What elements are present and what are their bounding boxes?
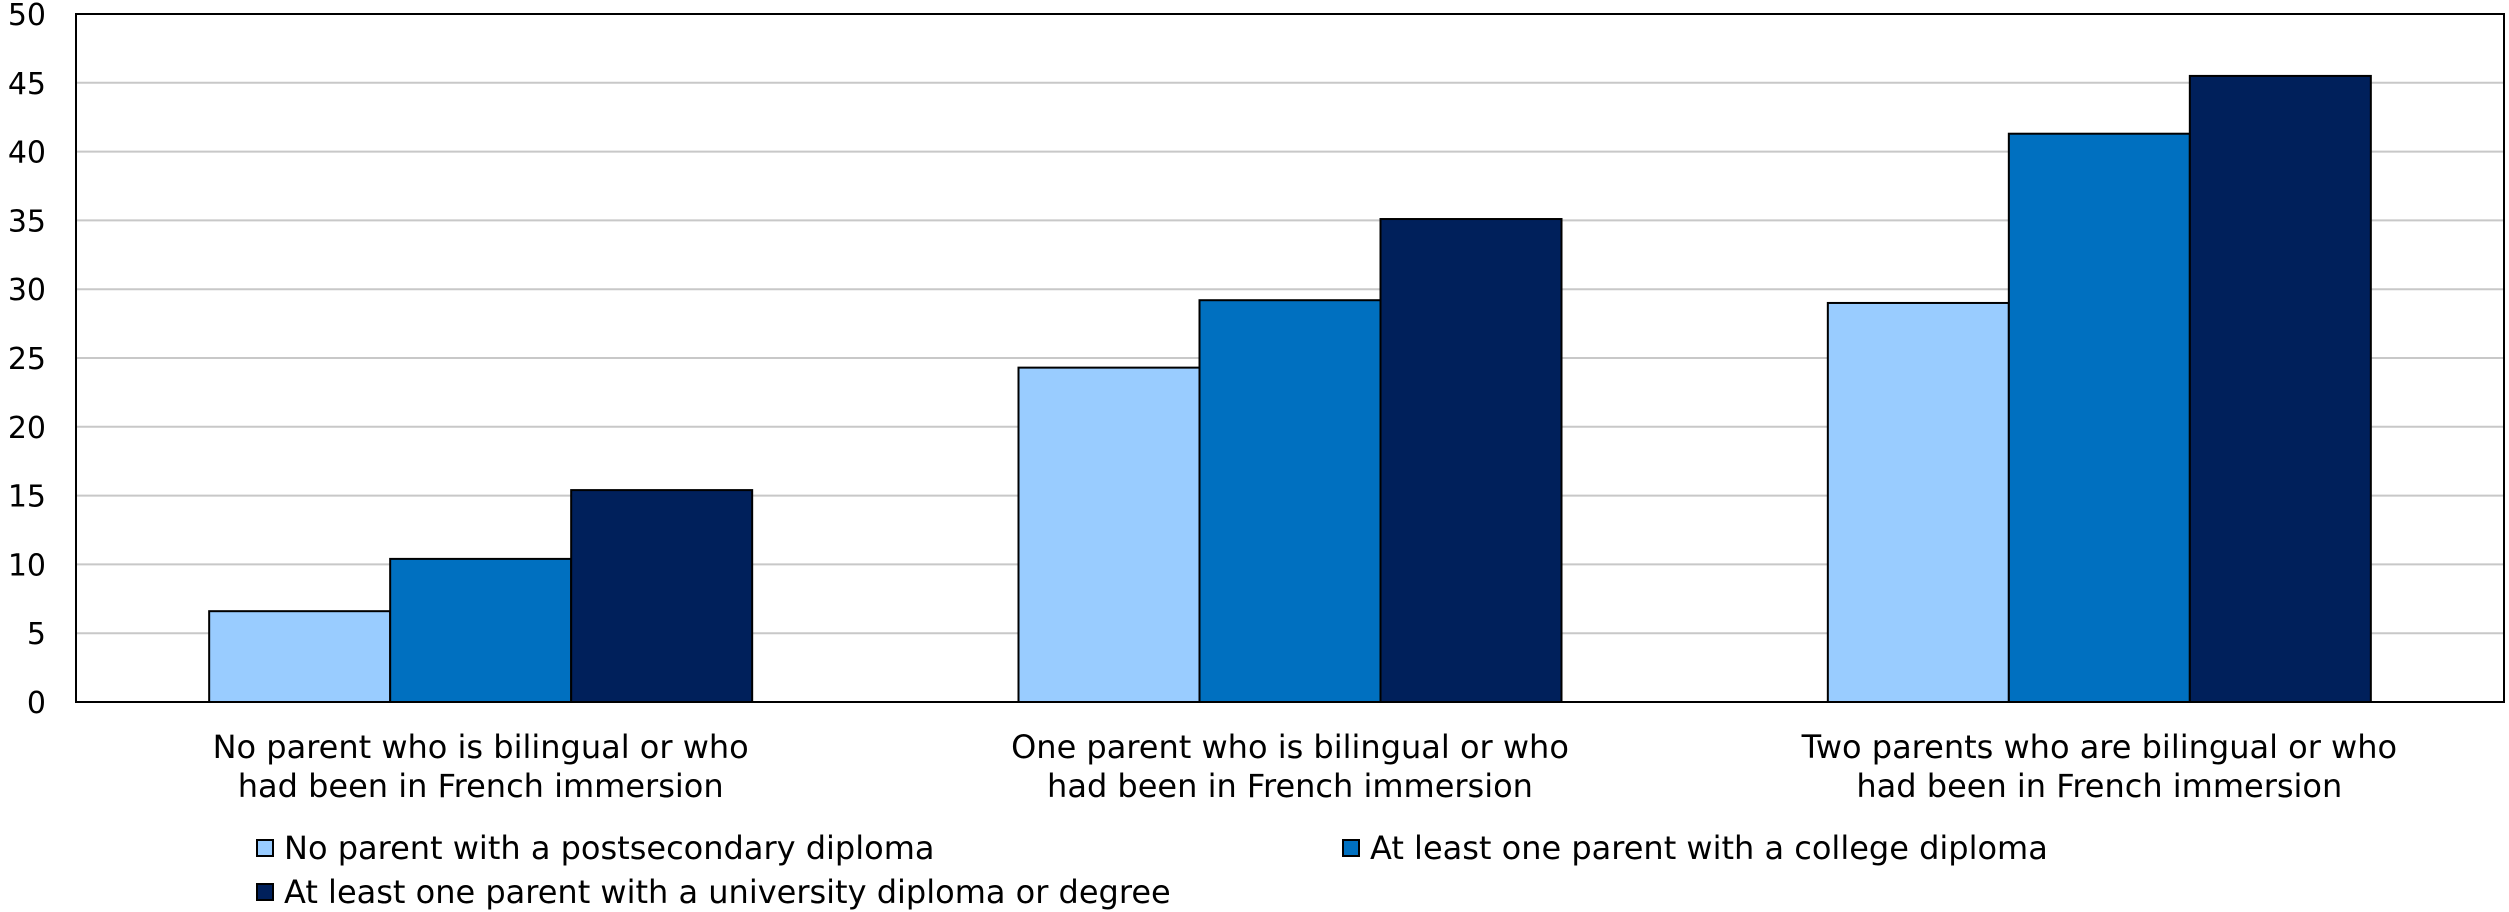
- bar-1-0: [1017, 366, 1201, 703]
- legend-item-0: No parent with a postsecondary diploma: [256, 829, 934, 867]
- legend-swatch-2: [256, 883, 274, 901]
- x-category-label-2-1: had been in French immersion: [1856, 767, 2342, 805]
- bar-1-1: [1198, 299, 1382, 703]
- legend-label-0: No parent with a postsecondary diploma: [284, 829, 935, 867]
- legend-swatch-0: [256, 839, 274, 857]
- y-tick-label-2: 10: [8, 548, 46, 583]
- x-category-label-1-1: had been in French immersion: [1047, 767, 1533, 805]
- bar-1-2: [1379, 218, 1563, 704]
- y-tick-label-7: 35: [8, 204, 46, 239]
- legend-label-1: At least one parent with a college diplo…: [1370, 829, 2048, 867]
- legend-swatch-1: [1342, 839, 1360, 857]
- y-tick-label-6: 30: [8, 273, 46, 308]
- x-category-label-1-0: One parent who is bilingual or who: [1011, 728, 1569, 766]
- y-tick-label-9: 45: [8, 67, 46, 102]
- bar-0-2: [570, 489, 754, 704]
- bar-2-1: [2007, 132, 2191, 704]
- bar-0-0: [208, 610, 392, 704]
- y-tick-label-5: 25: [8, 342, 46, 377]
- y-tick-label-8: 40: [8, 136, 46, 171]
- legend-item-2: At least one parent with a university di…: [256, 873, 1171, 911]
- y-tick-label-3: 15: [8, 480, 46, 515]
- bars: [208, 74, 2372, 704]
- y-tick-label-4: 20: [8, 411, 46, 446]
- x-category-label-0-0: No parent who is bilingual or who: [213, 728, 749, 766]
- bar-0-1: [389, 557, 573, 703]
- y-tick-label-10: 50: [8, 0, 46, 33]
- x-category-label-0-1: had been in French immersion: [238, 767, 724, 805]
- legend-label-2: At least one parent with a university di…: [284, 873, 1171, 911]
- bar-2-0: [1826, 301, 2010, 703]
- y-axis-tick-labels: 0 5 10 15 20 25 30 35 40 45 50: [8, 0, 46, 721]
- x-category-label-2-0: Two parents who are bilingual or who: [1801, 728, 2398, 766]
- y-tick-label-0: 0: [27, 686, 46, 721]
- bar-2-2: [2188, 74, 2372, 704]
- legend-item-1: At least one parent with a college diplo…: [1342, 829, 2048, 867]
- y-tick-label-1: 5: [27, 617, 46, 652]
- plot-area-frame: [75, 13, 2505, 703]
